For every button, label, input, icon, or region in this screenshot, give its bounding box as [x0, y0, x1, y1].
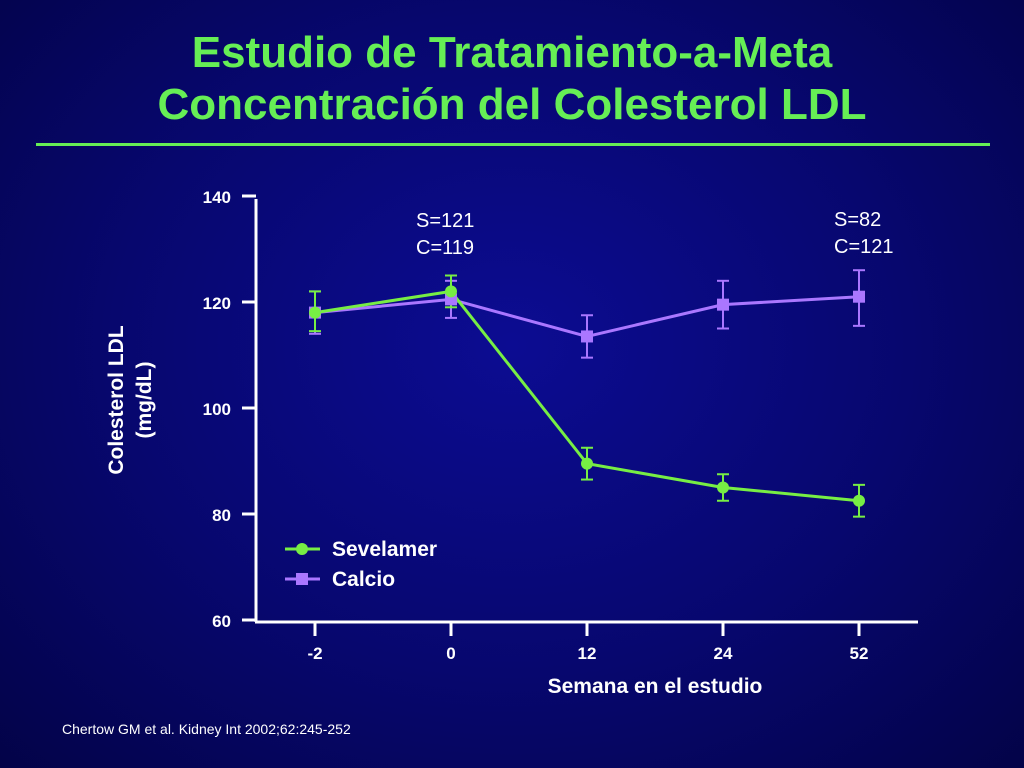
- y-tick-label: 100: [203, 400, 231, 419]
- y-tick-label: 60: [212, 612, 231, 631]
- calcio-point: [853, 290, 865, 303]
- calcio-point: [717, 298, 729, 311]
- x-tick-label: 12: [578, 644, 597, 663]
- sevelamer-point: [445, 285, 457, 298]
- x-tick-label: 24: [714, 644, 733, 663]
- legend-sevelamer-marker: [296, 543, 308, 555]
- citation: Chertow GM et al. Kidney Int 2002;62:245…: [62, 721, 351, 737]
- x-tick-label: 52: [850, 644, 869, 663]
- x-tick-label: -2: [307, 644, 322, 663]
- sevelamer-point: [581, 457, 593, 470]
- sevelamer-point: [853, 494, 865, 507]
- sevelamer-point: [309, 306, 321, 319]
- legend-calcio-marker: [296, 573, 308, 585]
- y-tick-label: 140: [203, 188, 231, 207]
- y-axis-title-line2: (mg/dL): [133, 362, 156, 439]
- sevelamer-point: [717, 481, 729, 494]
- legend-calcio-label: Calcio: [332, 568, 395, 591]
- annotation-line1: S=82: [834, 209, 881, 231]
- annotation-line2: C=119: [416, 237, 474, 259]
- annotation-line1: S=121: [416, 210, 474, 232]
- y-axis-title-line1: Colesterol LDL: [105, 325, 128, 475]
- legend-sevelamer-label: Sevelamer: [332, 538, 437, 561]
- x-tick-label: 0: [446, 644, 455, 663]
- x-axis-title: Semana en el estudio: [548, 675, 763, 698]
- title-divider: [36, 143, 990, 146]
- calcio-point: [581, 330, 593, 343]
- y-tick-label: 120: [203, 294, 231, 313]
- slide-title-line2: Concentración del Colesterol LDL: [157, 80, 867, 129]
- annotation-line2: C=121: [834, 236, 894, 258]
- slide-title-line1: Estudio de Tratamiento-a-Meta: [191, 28, 833, 77]
- y-tick-label: 80: [212, 506, 231, 525]
- y-axis-title: Colesterol LDL (mg/dL): [105, 325, 156, 475]
